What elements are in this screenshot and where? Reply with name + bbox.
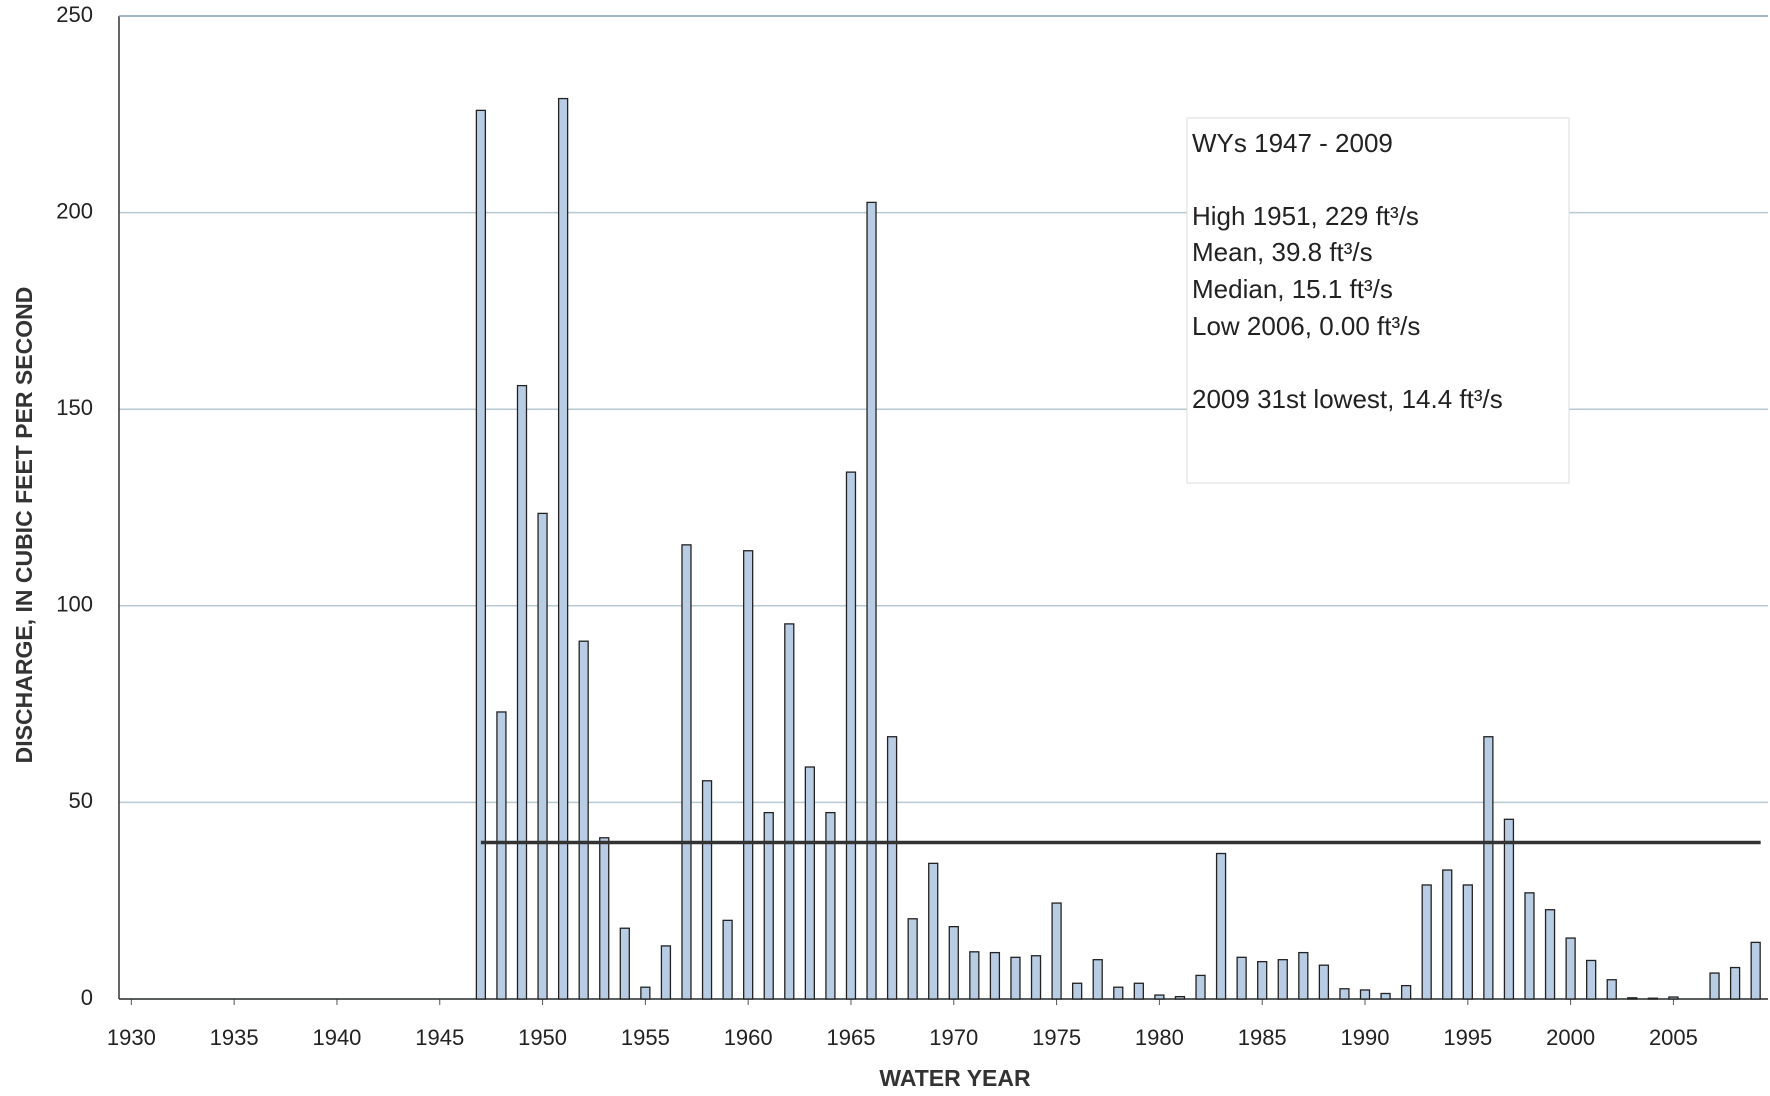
annotation: Median, 15.1 ft³/s bbox=[1192, 274, 1393, 304]
bar bbox=[578, 640, 589, 1000]
x-tick-label: 1995 bbox=[1443, 1025, 1492, 1050]
bar bbox=[886, 736, 898, 1000]
bar bbox=[1380, 992, 1391, 1000]
bar bbox=[1586, 959, 1597, 1000]
bar bbox=[537, 512, 548, 1000]
y-tick-label: 150 bbox=[56, 395, 93, 420]
annotation: WYs 1947 - 2009 bbox=[1192, 128, 1393, 158]
bar bbox=[1421, 884, 1432, 1000]
bar bbox=[1359, 989, 1371, 1000]
x-tick-label: 1985 bbox=[1238, 1025, 1287, 1050]
bar bbox=[619, 927, 630, 1000]
x-tick-label: 1965 bbox=[826, 1025, 875, 1050]
bar bbox=[1277, 959, 1288, 1000]
bar bbox=[1709, 972, 1720, 1000]
annotation: Low 2006, 0.00 ft³/s bbox=[1192, 311, 1420, 341]
bar bbox=[1524, 892, 1535, 1000]
x-tick-label: 1940 bbox=[312, 1025, 361, 1050]
x-tick-label: 1980 bbox=[1135, 1025, 1184, 1050]
bar bbox=[1668, 996, 1679, 1000]
bar bbox=[1195, 974, 1206, 1000]
bar bbox=[1565, 937, 1576, 1000]
bar bbox=[948, 926, 959, 1000]
annotation-box bbox=[1186, 117, 1570, 484]
x-tick-label: 1945 bbox=[415, 1025, 464, 1050]
annotation: 2009 31st lowest, 14.4 ft³/s bbox=[1192, 384, 1503, 414]
bar bbox=[1236, 956, 1247, 1000]
x-tick-label: 1930 bbox=[107, 1025, 156, 1050]
bar bbox=[845, 471, 857, 1000]
bar bbox=[1298, 951, 1309, 1000]
x-tick-label: 1955 bbox=[621, 1025, 670, 1050]
bar bbox=[763, 811, 774, 1000]
bar bbox=[1483, 736, 1494, 1000]
annotation: High 1951, 229 ft³/s bbox=[1192, 201, 1419, 231]
bar bbox=[660, 945, 672, 1000]
x-tick-label: 1990 bbox=[1341, 1025, 1390, 1050]
bar bbox=[825, 811, 836, 1000]
bar bbox=[1051, 902, 1062, 1000]
bar bbox=[1154, 994, 1165, 1000]
bar bbox=[701, 780, 713, 1000]
bar bbox=[1133, 982, 1144, 1000]
bar bbox=[1174, 995, 1186, 1000]
bar bbox=[640, 986, 651, 1000]
bar bbox=[1544, 909, 1556, 1000]
x-tick-label: 1950 bbox=[518, 1025, 567, 1050]
y-tick-label: 100 bbox=[56, 592, 93, 617]
bar bbox=[496, 711, 507, 1000]
bar bbox=[1030, 955, 1042, 1000]
x-tick-label: 2005 bbox=[1649, 1025, 1698, 1050]
bar bbox=[866, 201, 877, 1000]
bar bbox=[1339, 988, 1350, 1000]
y-tick-label: 200 bbox=[56, 198, 93, 223]
bar bbox=[1627, 997, 1638, 1000]
bar bbox=[1010, 956, 1021, 1000]
bar bbox=[1215, 852, 1227, 1000]
bar bbox=[1400, 984, 1412, 1000]
bar bbox=[722, 919, 733, 1000]
bar bbox=[1606, 979, 1617, 1000]
bar bbox=[475, 109, 487, 1000]
bar bbox=[1257, 960, 1268, 1000]
bar bbox=[1750, 941, 1761, 1000]
bar bbox=[599, 837, 610, 1000]
bar bbox=[928, 862, 939, 1000]
bar bbox=[1442, 869, 1453, 1000]
bar bbox=[681, 544, 692, 1000]
bar bbox=[1503, 818, 1515, 1000]
bar bbox=[557, 97, 569, 1000]
x-tick-label: 1935 bbox=[210, 1025, 259, 1050]
bar bbox=[1729, 966, 1741, 1000]
x-tick-label: 2000 bbox=[1546, 1025, 1595, 1050]
bar bbox=[989, 951, 1001, 1000]
bar bbox=[743, 550, 754, 1000]
bar bbox=[804, 766, 816, 1000]
bar bbox=[1462, 884, 1473, 1000]
bar bbox=[969, 951, 980, 1000]
y-tick-label: 250 bbox=[56, 2, 93, 27]
bar bbox=[784, 623, 795, 1000]
bar bbox=[1318, 964, 1330, 1000]
x-axis-label: WATER YEAR bbox=[879, 1065, 1031, 1091]
x-tick-label: 1975 bbox=[1032, 1025, 1081, 1050]
x-tick-label: 1960 bbox=[724, 1025, 773, 1050]
bar bbox=[1647, 997, 1659, 1000]
bar bbox=[907, 918, 918, 1000]
x-tick-label: 1970 bbox=[929, 1025, 978, 1050]
bar bbox=[1071, 982, 1083, 1000]
bar bbox=[1092, 959, 1103, 1000]
bar bbox=[516, 384, 528, 1000]
annotation: Mean, 39.8 ft³/s bbox=[1192, 237, 1373, 267]
bar bbox=[1113, 986, 1124, 1000]
y-axis-label: DISCHARGE, IN CUBIC FEET PER SECOND bbox=[11, 287, 37, 764]
y-tick-label: 50 bbox=[69, 788, 93, 813]
y-tick-label: 0 bbox=[81, 985, 93, 1010]
